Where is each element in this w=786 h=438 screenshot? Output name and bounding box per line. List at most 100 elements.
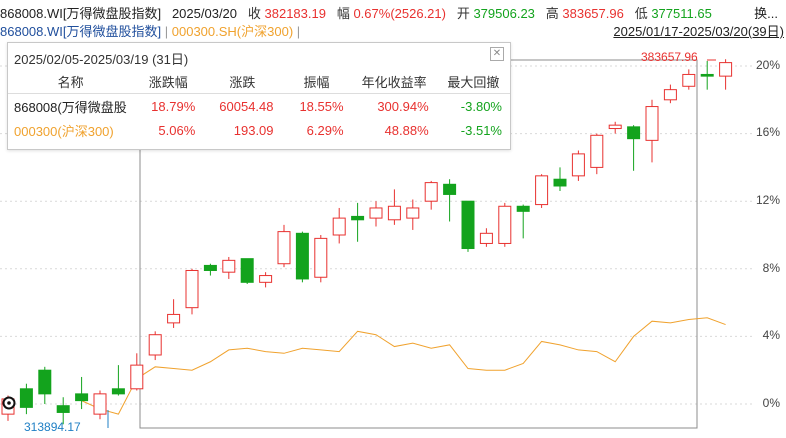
candle-body (627, 126, 641, 140)
series-legend: 868008.WI[万得微盘股指数] | 000300.SH(沪深300) | (0, 21, 300, 40)
candle-body (590, 134, 604, 168)
candle[interactable] (719, 59, 733, 90)
candle-body (663, 89, 677, 101)
candle-body (332, 217, 346, 236)
series-name-cell: 868008(万得微盘股 (14, 99, 127, 115)
candle[interactable] (19, 383, 33, 415)
low-label: 低 (634, 6, 648, 21)
candle[interactable] (387, 189, 401, 225)
candle[interactable] (645, 99, 659, 163)
candle-body (314, 237, 328, 278)
candle-body (277, 231, 291, 265)
candle[interactable] (406, 199, 420, 230)
candle[interactable] (332, 207, 346, 244)
high-price-marker: 383657.96 (641, 50, 698, 64)
candle[interactable] (590, 133, 604, 175)
low-price-marker: 313894.17 (24, 420, 81, 434)
candle[interactable] (75, 376, 89, 410)
candle[interactable] (93, 390, 107, 420)
change-pct-cell: 18.79% (151, 98, 196, 114)
column-header: 最大回撤 (436, 69, 510, 94)
candle[interactable] (314, 235, 328, 283)
candle-body (259, 275, 273, 283)
amp-label: 幅 (336, 6, 350, 21)
candle[interactable] (369, 201, 383, 227)
date-range-link[interactable]: 2025/01/17-2025/03/20(39日) (613, 24, 784, 39)
candle[interactable] (185, 268, 199, 315)
candle[interactable] (351, 202, 365, 242)
benchmark-line (81, 317, 726, 415)
candle-body (682, 73, 696, 87)
candle-body (535, 175, 549, 206)
amplitude-cell: 18.55% (299, 98, 344, 114)
close-icon[interactable]: ✕ (490, 47, 504, 61)
legend-series-main[interactable]: 868008.WI[万得微盘股指数] (0, 24, 162, 39)
candle[interactable] (682, 69, 696, 90)
candle[interactable] (259, 272, 273, 288)
candle[interactable] (479, 228, 493, 247)
candle[interactable] (148, 331, 162, 361)
candle[interactable] (203, 263, 217, 276)
amplitude-cell: 6.29% (306, 122, 344, 138)
candle[interactable] (56, 397, 70, 425)
candle[interactable] (277, 224, 291, 268)
crosshair-cursor-icon[interactable] (1, 395, 17, 411)
candle[interactable] (700, 60, 714, 90)
candle[interactable] (111, 365, 125, 396)
candle[interactable] (663, 84, 677, 104)
candle-body (516, 205, 530, 212)
interval-stats-table: 名称 涨跌幅 涨跌 振幅 年化收益率 最大回撤 868008(万得微盘股 18.… (8, 69, 510, 142)
candle[interactable] (498, 202, 512, 247)
candle[interactable] (38, 366, 52, 404)
candle-body (240, 258, 254, 283)
table-row[interactable]: 000300(沪深300) 5.06% 193.09 6.29% 48.88% … (8, 118, 510, 142)
candle[interactable] (516, 204, 530, 239)
candle-body (130, 364, 144, 390)
candle-body (479, 232, 493, 244)
candle-body (351, 215, 365, 221)
candle-body (571, 153, 585, 177)
candle[interactable] (222, 256, 236, 279)
candle[interactable] (535, 174, 549, 208)
candle-body (387, 205, 401, 221)
candle-body (185, 269, 199, 309)
y-tick-label: 8% (762, 261, 780, 275)
candle-body (406, 207, 420, 219)
change-cell: 193.09 (233, 122, 274, 138)
high-value: 383657.96 (562, 6, 624, 21)
more-fields-button[interactable]: 换... (754, 6, 778, 21)
candle[interactable] (627, 125, 641, 171)
open-label: 开 (456, 6, 470, 21)
candle-body (222, 259, 236, 273)
candle-layer (1, 59, 733, 425)
legend-series-benchmark[interactable]: 000300.SH(沪深300) (171, 24, 294, 39)
candle-body (498, 205, 512, 244)
close-label: 收 (247, 6, 261, 21)
change-cell: 60054.48 (219, 98, 274, 114)
candle[interactable] (553, 167, 567, 192)
candle[interactable] (424, 180, 438, 210)
legend-divider-2: | (296, 24, 301, 39)
candle[interactable] (461, 200, 475, 252)
table-row[interactable]: 868008(万得微盘股 18.79% 60054.48 18.55% 300.… (8, 94, 510, 119)
candle[interactable] (240, 258, 254, 285)
column-header: 涨跌幅 (133, 69, 204, 94)
quote-header: 868008.WI[万得微盘股指数] 2025/03/20 收 382183.1… (0, 3, 712, 22)
candle-body (553, 178, 567, 187)
candle[interactable] (167, 299, 181, 328)
annualized-return-cell: 300.94% (377, 98, 429, 114)
max-drawdown-cell: -3.51% (460, 122, 502, 138)
candle[interactable] (295, 231, 309, 283)
candle-body (608, 124, 622, 130)
candle-body (461, 200, 475, 250)
column-header: 名称 (8, 69, 134, 94)
candle[interactable] (443, 179, 457, 222)
close-value: 382183.19 (264, 6, 326, 21)
candle[interactable] (130, 353, 144, 391)
annualized-return-cell: 48.88% (384, 122, 429, 138)
candle[interactable] (608, 121, 622, 134)
y-tick-label: 20% (755, 58, 780, 72)
candle[interactable] (571, 150, 585, 181)
